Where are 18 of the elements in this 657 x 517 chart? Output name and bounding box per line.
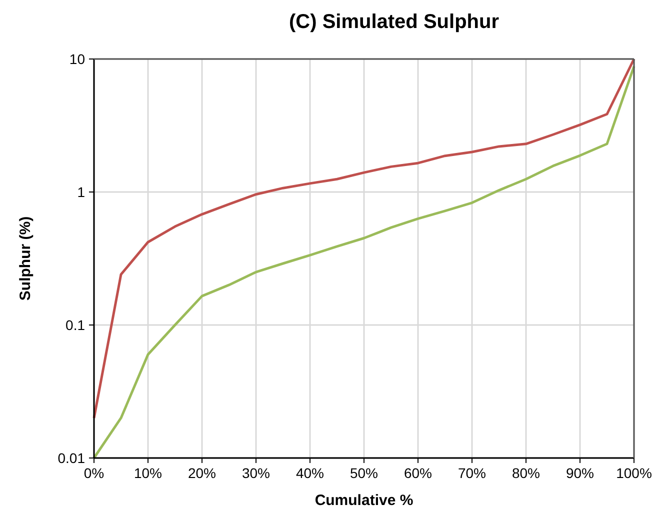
x-tick-label: 30% [242,465,270,481]
y-tick-label: 0.1 [66,316,86,333]
x-tick-label: 40% [296,465,324,481]
x-tick-label: 10% [134,465,162,481]
x-axis-title: Cumulative % [314,492,414,509]
x-tick-label: 70% [458,465,486,481]
y-tick-label: 1 [77,184,86,200]
y-tick-label: 0.01 [58,450,86,466]
x-tick-label: 80% [512,465,540,481]
x-tick-label: 50% [350,465,378,481]
x-tick-label: 0% [84,465,104,481]
y-tick-label: 10 [69,50,86,67]
chart-title: (C) Simulated Sulphur [289,11,500,33]
y-axis-title: Sulphur (%) [17,216,34,301]
x-tick-label: 20% [188,465,216,481]
x-tick-label: 90% [566,465,594,481]
x-tick-label: 100% [616,465,652,481]
x-tick-label: 60% [404,465,432,481]
